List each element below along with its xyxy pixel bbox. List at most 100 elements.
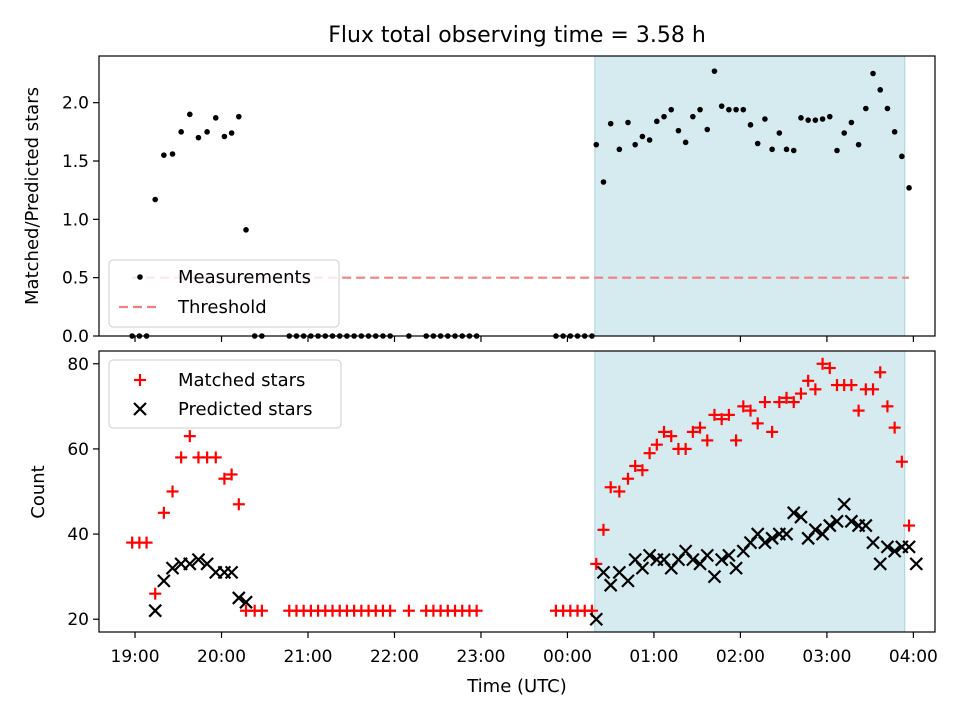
x-tick-label: 20:00	[197, 647, 246, 667]
x-tick-label: 23:00	[456, 647, 505, 667]
measurement-point	[863, 105, 869, 112]
predicted-star-point	[722, 548, 736, 563]
predicted-star-point	[758, 535, 772, 550]
matched-star-point	[650, 438, 663, 451]
y-tick-label: 1.0	[62, 210, 89, 230]
matched-star-point	[708, 408, 721, 421]
legend-predicted-label: Predicted stars	[178, 399, 312, 420]
measurement-point	[711, 68, 718, 74]
measurement-point	[899, 153, 905, 160]
measurement-point	[826, 113, 833, 120]
measurement-point	[690, 113, 696, 120]
matched-star-point	[794, 387, 807, 400]
predicted-star-point	[621, 574, 635, 588]
matched-star-point	[780, 391, 793, 404]
predicted-star-point	[902, 540, 916, 554]
measurement-point	[855, 141, 862, 148]
measurement-point	[697, 106, 703, 113]
y-tick-label: 40	[67, 525, 89, 545]
measurement-point	[625, 119, 631, 126]
matched-star-point	[140, 536, 153, 549]
predicted-star-point	[642, 548, 657, 563]
matched-star-point	[816, 357, 829, 370]
matched-star-point	[802, 374, 815, 387]
measurement-point	[718, 103, 725, 109]
matched-star-point	[157, 506, 170, 519]
measurement-point	[204, 129, 210, 135]
matched-star-point	[175, 451, 188, 464]
measurement-point	[212, 115, 219, 121]
predicted-star-point	[635, 561, 650, 575]
y-tick-label: 2.0	[62, 94, 89, 114]
measurement-point	[169, 151, 176, 157]
measurement-point	[646, 137, 653, 143]
predicted-star-point	[859, 518, 873, 533]
matched-star-point	[852, 404, 865, 417]
predicted-star-point	[191, 552, 206, 567]
matched-star-point	[402, 604, 415, 617]
predicted-star-point	[794, 510, 808, 524]
matched-star-point	[744, 404, 757, 417]
matched-star-point	[470, 604, 483, 617]
matched-star-point	[809, 383, 822, 396]
measurement-point	[733, 106, 739, 113]
measurement-point	[834, 147, 840, 154]
bottom-observing-window-shade	[594, 350, 906, 633]
matched-star-point	[255, 604, 268, 617]
predicted-star-point	[603, 578, 618, 592]
matched-star-point	[758, 396, 771, 409]
measurement-point	[870, 70, 876, 77]
x-tick-label: 02:00	[716, 647, 765, 667]
predicted-star-point	[765, 531, 779, 546]
measurement-point	[776, 130, 783, 136]
predicted-star-point	[183, 557, 197, 571]
top-y-axis: 0.0 0.5 1.0 1.5 2.0	[62, 94, 99, 347]
x-tick-label: 00:00	[543, 647, 592, 667]
matched-stars-series	[126, 357, 916, 617]
predicted-star-point	[808, 523, 823, 537]
measurement-point	[790, 147, 797, 154]
matched-star-point	[679, 442, 692, 455]
predicted-star-point	[224, 565, 239, 580]
bottom-legend: Matched stars Predicted stars	[108, 359, 342, 429]
matched-star-point	[737, 400, 750, 413]
measurement-point	[243, 227, 249, 233]
x-tick-label: 03:00	[802, 647, 851, 667]
predicted-star-point	[157, 574, 171, 588]
legend-matched-label: Matched stars	[178, 370, 305, 391]
y-tick-label: 60	[67, 440, 89, 460]
predicted-star-point	[830, 514, 844, 529]
predicted-star-point	[232, 591, 246, 605]
predicted-star-point	[844, 514, 859, 529]
matched-star-point	[621, 472, 634, 485]
predicted-star-point	[880, 540, 895, 554]
legend-matched-marker	[134, 374, 146, 386]
matched-star-point	[874, 366, 887, 379]
matched-star-point	[701, 434, 714, 447]
matched-star-point	[384, 604, 397, 617]
matched-star-point	[209, 451, 222, 464]
measurement-point	[236, 113, 242, 120]
x-tick-label: 01:00	[629, 647, 678, 667]
matched-star-point	[629, 459, 642, 472]
measurement-point	[221, 133, 228, 140]
matched-star-point	[730, 434, 743, 447]
measurement-point	[805, 117, 811, 123]
measurement-point	[228, 130, 235, 136]
y-tick-label: 0.0	[62, 327, 89, 347]
bottom-y-axis: 20 40 60 80	[67, 355, 99, 630]
matched-star-point	[183, 430, 196, 443]
bottom-legend-box	[108, 359, 342, 429]
measurement-point	[682, 139, 689, 146]
matched-star-point	[867, 383, 880, 396]
measurement-point	[161, 152, 167, 158]
matched-star-point	[787, 396, 800, 409]
legend-predicted-marker	[133, 402, 147, 416]
matched-star-point	[636, 464, 649, 477]
measurement-point	[152, 196, 159, 203]
matched-star-point	[218, 472, 231, 485]
matched-star-point	[686, 425, 699, 438]
predicted-star-point	[837, 497, 851, 512]
legend-threshold-label: Threshold	[177, 297, 267, 318]
